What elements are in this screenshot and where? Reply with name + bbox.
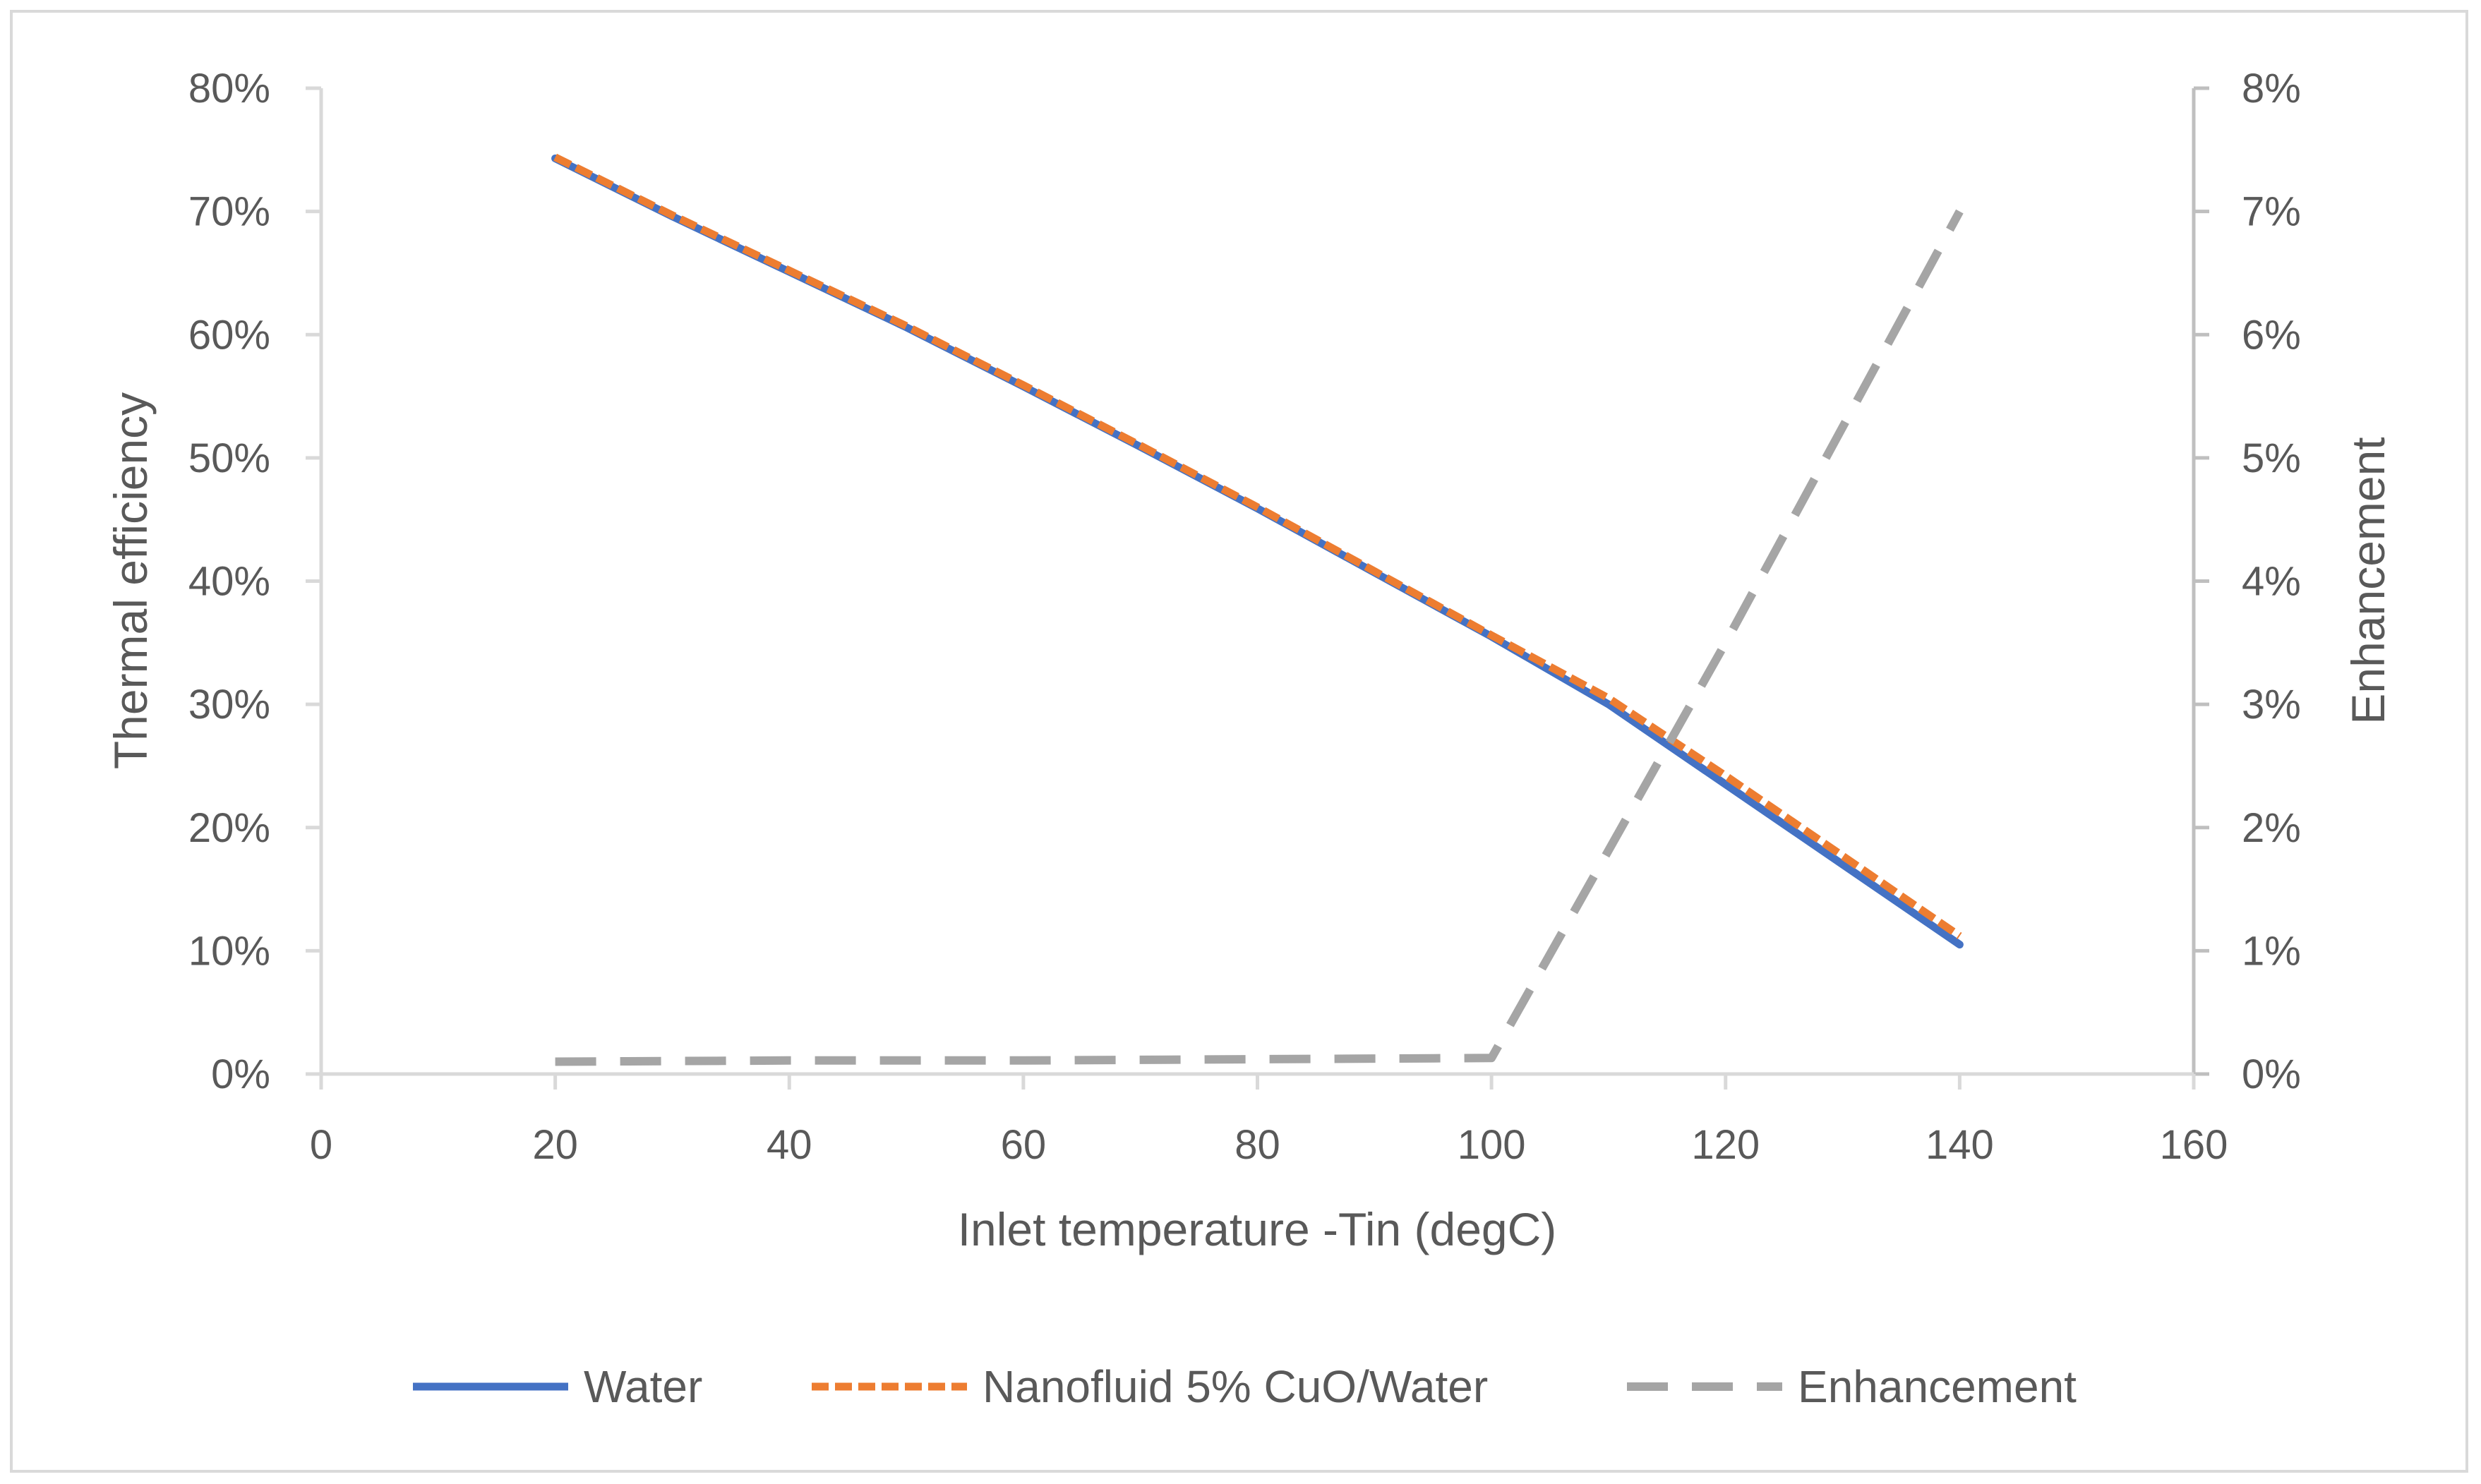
y-tick-label: 80% xyxy=(188,66,270,111)
y2-tick-label: 0% xyxy=(2242,1051,2301,1097)
y2-tick-label: 6% xyxy=(2242,312,2301,358)
y-tick-label: 10% xyxy=(188,928,270,974)
y-axis-title: Thermal efficiency xyxy=(104,392,157,769)
x-tick-label: 60 xyxy=(1001,1122,1047,1168)
x-tick-label: 20 xyxy=(532,1122,578,1168)
y-tick-label: 30% xyxy=(188,682,270,728)
y2-tick-label: 3% xyxy=(2242,682,2301,728)
y2-tick-label: 1% xyxy=(2242,928,2301,974)
x-axis-ticks: 0 20 40 60 80 100 120 140 160 xyxy=(310,1074,2228,1168)
y2-axis-title: Enhancement xyxy=(2342,437,2394,724)
y-tick-label: 50% xyxy=(188,435,270,481)
y-axis-ticks: 0% 10% 20% 30% 40% 50% 60% 70% 80% xyxy=(188,66,321,1097)
x-axis-title: Inlet temperature -Tin (degC) xyxy=(958,1203,1557,1255)
legend-label: Enhancement xyxy=(1798,1361,2077,1412)
y-tick-label: 70% xyxy=(188,189,270,235)
legend-label: Water xyxy=(584,1361,702,1412)
y2-tick-label: 4% xyxy=(2242,559,2301,605)
legend: Water Nanofluid 5% CuO/Water Enhancement xyxy=(413,1361,2077,1412)
series-layer xyxy=(551,153,1964,1066)
series-line-water xyxy=(551,155,1964,949)
y-tick-label: 0% xyxy=(211,1051,270,1097)
series-line-enhancement xyxy=(555,209,1964,1066)
y2-tick-label: 5% xyxy=(2242,435,2301,481)
y2-tick-label: 7% xyxy=(2242,189,2301,235)
x-tick-label: 160 xyxy=(2160,1122,2228,1168)
y2-tick-label: 8% xyxy=(2242,66,2301,111)
x-tick-label: 120 xyxy=(1691,1122,1760,1168)
x-tick-label: 140 xyxy=(1926,1122,1994,1168)
y-tick-label: 40% xyxy=(188,559,270,605)
x-tick-label: 80 xyxy=(1235,1122,1280,1168)
chart-frame xyxy=(10,10,2468,1473)
legend-label: Nanofluid 5% CuO/Water xyxy=(983,1361,1488,1412)
x-tick-label: 0 xyxy=(310,1122,332,1168)
y2-axis-ticks: 0% 1% 2% 3% 4% 5% 6% 7% 8% xyxy=(2194,66,2301,1097)
x-tick-label: 40 xyxy=(767,1122,812,1168)
x-tick-label: 100 xyxy=(1458,1122,1526,1168)
y2-tick-label: 2% xyxy=(2242,805,2301,851)
series-line-nanofluid-5-cuo-water xyxy=(553,153,1962,939)
y-tick-label: 60% xyxy=(188,312,270,358)
y-tick-label: 20% xyxy=(188,805,270,851)
